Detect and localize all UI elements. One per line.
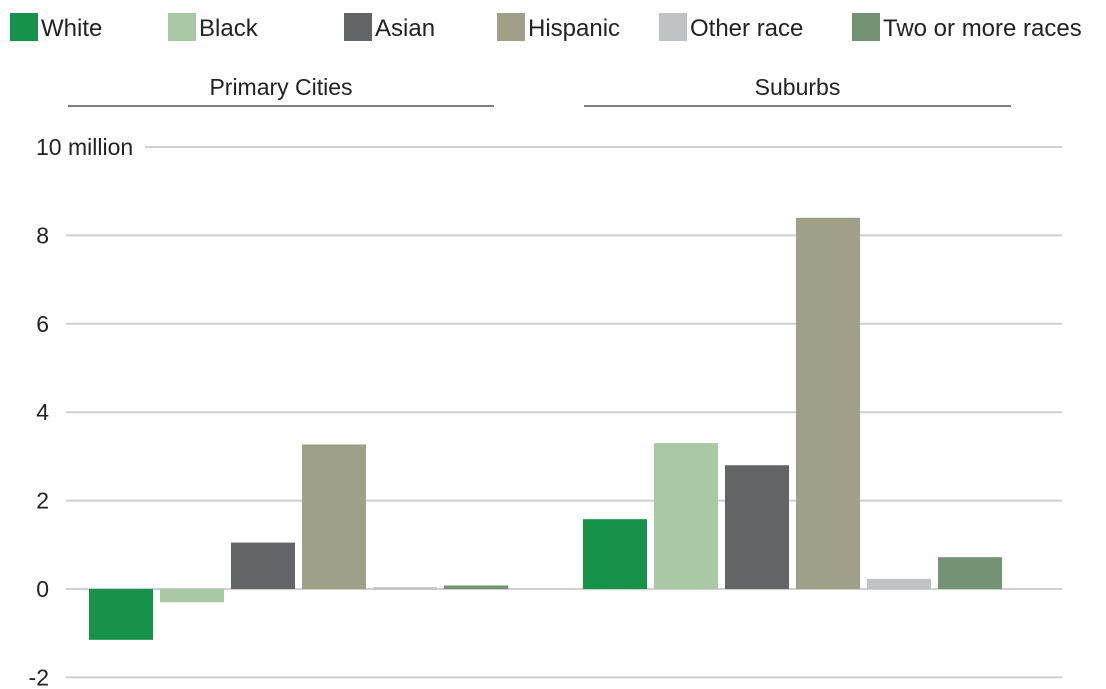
bar-suburbs-two-or-more-races [938, 557, 1002, 589]
y-tick-label: 2 [36, 488, 49, 514]
y-tick-label: 8 [36, 222, 49, 248]
bar-primary-cities-hispanic [302, 444, 366, 589]
legend-swatch-asian [344, 13, 372, 41]
legend-swatch-black [168, 13, 196, 41]
legend-label-hispanic: Hispanic [528, 15, 620, 42]
legend-item-black: Black [168, 13, 259, 42]
bar-primary-cities-other-race [373, 587, 437, 590]
legend-item-white: White [10, 13, 102, 42]
panel-title-suburbs: Suburbs [755, 74, 841, 100]
y-tick-label: -2 [29, 664, 49, 689]
panel-titles: Primary Cities Suburbs [68, 74, 1011, 107]
legend-item-other-race: Other race [659, 13, 803, 42]
bar-primary-cities-white [89, 589, 153, 640]
legend-item-asian: Asian [344, 13, 435, 42]
legend-item-two-or-more-races: Two or more races [852, 13, 1082, 42]
y-axis-ticks: -2 0 2 4 6 8 10 million [29, 134, 134, 689]
legend-label-two-or-more-races: Two or more races [883, 15, 1082, 42]
legend-label-other-race: Other race [690, 15, 803, 42]
legend-label-asian: Asian [375, 15, 435, 42]
y-tick-label: 6 [36, 311, 49, 337]
legend-label-white: White [41, 15, 102, 42]
y-tick-label: 10 million [36, 134, 133, 160]
panel-title-primary-cities: Primary Cities [209, 74, 352, 100]
legend-swatch-hispanic [497, 13, 525, 41]
legend: White Black Asian Hispanic Other race Two or … [10, 13, 1082, 42]
legend-label-black: Black [199, 15, 259, 42]
bar-primary-cities-asian [231, 542, 295, 589]
bar-suburbs-white [583, 519, 647, 589]
bar-suburbs-asian [725, 465, 789, 589]
y-tick-label: 4 [36, 399, 49, 425]
legend-swatch-other-race [659, 13, 687, 41]
y-tick-label: 0 [36, 576, 49, 602]
bar-primary-cities-two-or-more-races [444, 585, 508, 589]
bar-primary-cities-black [160, 589, 224, 603]
legend-item-hispanic: Hispanic [497, 13, 620, 42]
bar-suburbs-hispanic [796, 217, 860, 589]
bar-suburbs-other-race [867, 578, 931, 589]
bars [89, 217, 1002, 640]
legend-swatch-two-or-more-races [852, 13, 880, 41]
legend-swatch-white [10, 13, 38, 41]
bar-suburbs-black [654, 443, 718, 589]
